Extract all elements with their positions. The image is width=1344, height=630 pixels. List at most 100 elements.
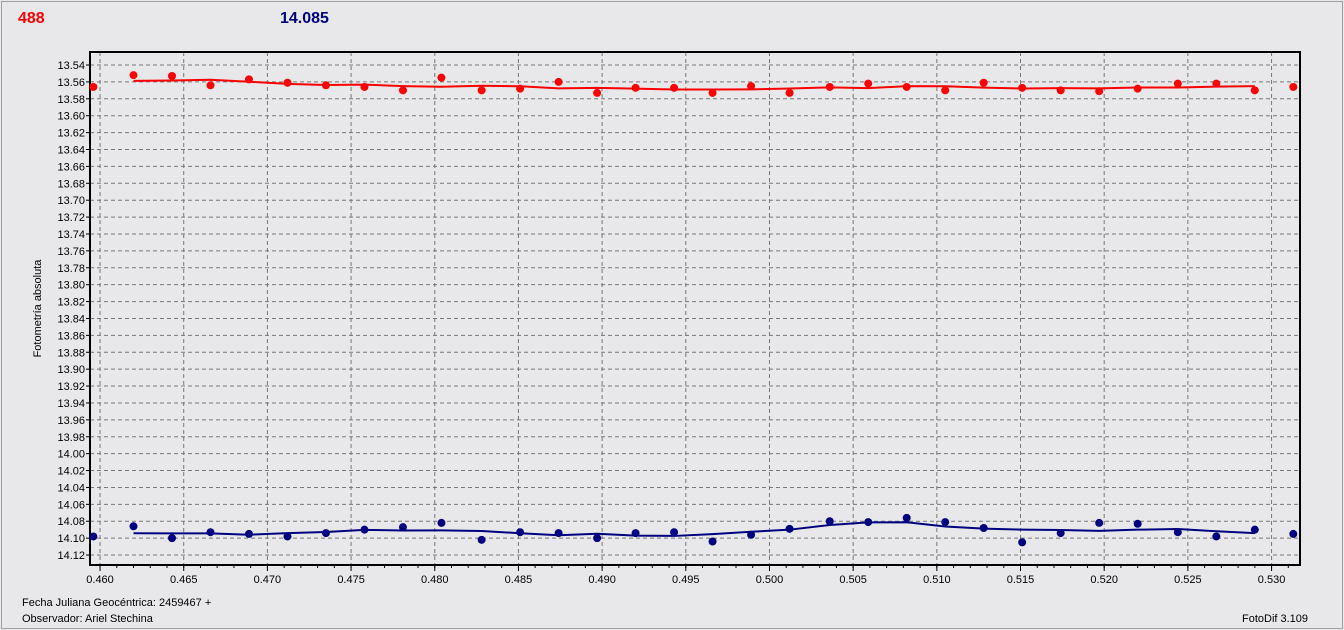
series-0-point [129,71,138,80]
series-1-point [554,529,563,538]
series-1-point [1095,518,1104,527]
series-0-point [168,71,177,80]
x-tick-label: 0.495 [672,574,700,586]
series-1-point [321,529,330,538]
y-tick-label: 13.72 [57,212,85,224]
series-0-point [1018,83,1027,92]
plot-area [90,52,1300,565]
series-0-point [941,86,950,95]
series-1-point [902,513,911,522]
x-tick-label: 0.490 [588,574,616,586]
x-tick-label: 0.460 [86,574,114,586]
series-1-trend-line [133,521,1255,537]
series-1-point [398,523,407,532]
series-0-point [360,82,369,91]
x-tick-label: 0.505 [839,574,867,586]
series-0-trend-line [133,78,1255,91]
series-0-point [747,82,756,91]
series-0-point [516,84,525,93]
x-tick-label: 0.525 [1174,574,1202,586]
series-1-point [1289,529,1298,538]
x-tick-label: 0.475 [337,574,365,586]
series-0-point [864,79,873,88]
x-tick-label: 0.515 [1007,574,1035,586]
y-tick-label: 13.84 [57,313,85,325]
series-1-point [437,518,446,527]
series-0-point [979,78,988,87]
observer-label: Observador: Ariel Stechina [22,613,153,625]
x-tick-label: 0.510 [923,574,951,586]
x-tick-label: 0.485 [505,574,533,586]
series-1-point [941,518,950,527]
series-1-point [1173,528,1182,537]
series-1-point [979,523,988,532]
series-1-point [864,518,873,527]
date-label: Fecha Juliana Geocéntrica: 2459467 + [22,597,212,609]
series-0-point [1289,82,1298,91]
series-1-point [1018,538,1027,547]
series-1-point [631,529,640,538]
series-1-point [206,528,215,537]
y-tick-label: 13.60 [57,111,85,123]
series-0-point [708,88,717,97]
series-0-point [477,86,486,95]
series-0-point [1250,86,1259,95]
y-tick-label: 14.06 [57,499,85,511]
x-tick-label: 0.500 [756,574,784,586]
y-tick-label: 13.74 [57,229,85,241]
series-0-point [1212,79,1221,88]
y-tick-label: 13.98 [57,432,85,444]
series-1-point [670,528,679,537]
series-0-point [670,83,679,92]
y-tick-label: 14.08 [57,516,85,528]
y-tick-label: 13.54 [57,60,85,72]
series-1-point [708,537,717,546]
series-1-point [747,530,756,539]
series-0-point [283,78,292,87]
series-0-point [89,82,98,91]
series-1-point [825,517,834,526]
series-0-point [244,75,253,84]
series-1-point [593,534,602,543]
y-tick-label: 13.66 [57,161,85,173]
series-0-point [1095,87,1104,96]
y-tick-label: 13.78 [57,263,85,275]
series-0-point [631,83,640,92]
x-tick-label: 0.520 [1090,574,1118,586]
y-tick-label: 14.10 [57,533,85,545]
series-0-point [785,88,794,97]
y-axis-label: Fotometría absoluta [32,259,44,358]
series-0-point [825,82,834,91]
series-0-point [593,88,602,97]
series-1-point [785,524,794,533]
series-0-point [206,81,215,90]
series-1-point [516,528,525,537]
y-tick-label: 13.94 [57,398,85,410]
series-0-point [1173,79,1182,88]
y-tick-label: 13.90 [57,364,85,376]
app-version: FotoDif 3.109 [1242,613,1309,625]
series-1-point [244,529,253,538]
series-0-point [554,77,563,86]
x-tick-label: 0.465 [170,574,198,586]
y-tick-label: 13.58 [57,94,85,106]
y-tick-label: 14.12 [57,550,85,562]
series-1-point [1212,532,1221,541]
y-tick-label: 13.64 [57,144,85,156]
y-tick-label: 13.76 [57,246,85,258]
y-tick-label: 14.00 [57,449,85,461]
series-0-point [321,81,330,90]
y-tick-label: 13.92 [57,381,85,393]
y-tick-label: 14.04 [57,482,85,494]
series-1-point [1133,519,1142,528]
x-tick-label: 0.530 [1258,574,1286,586]
y-tick-label: 13.96 [57,415,85,427]
series-0-point [1133,84,1142,93]
series-1-point [1056,529,1065,538]
series-0-point [398,86,407,95]
y-tick-label: 13.86 [57,330,85,342]
header-left-value: 488 [18,10,45,27]
y-tick-label: 13.62 [57,128,85,140]
